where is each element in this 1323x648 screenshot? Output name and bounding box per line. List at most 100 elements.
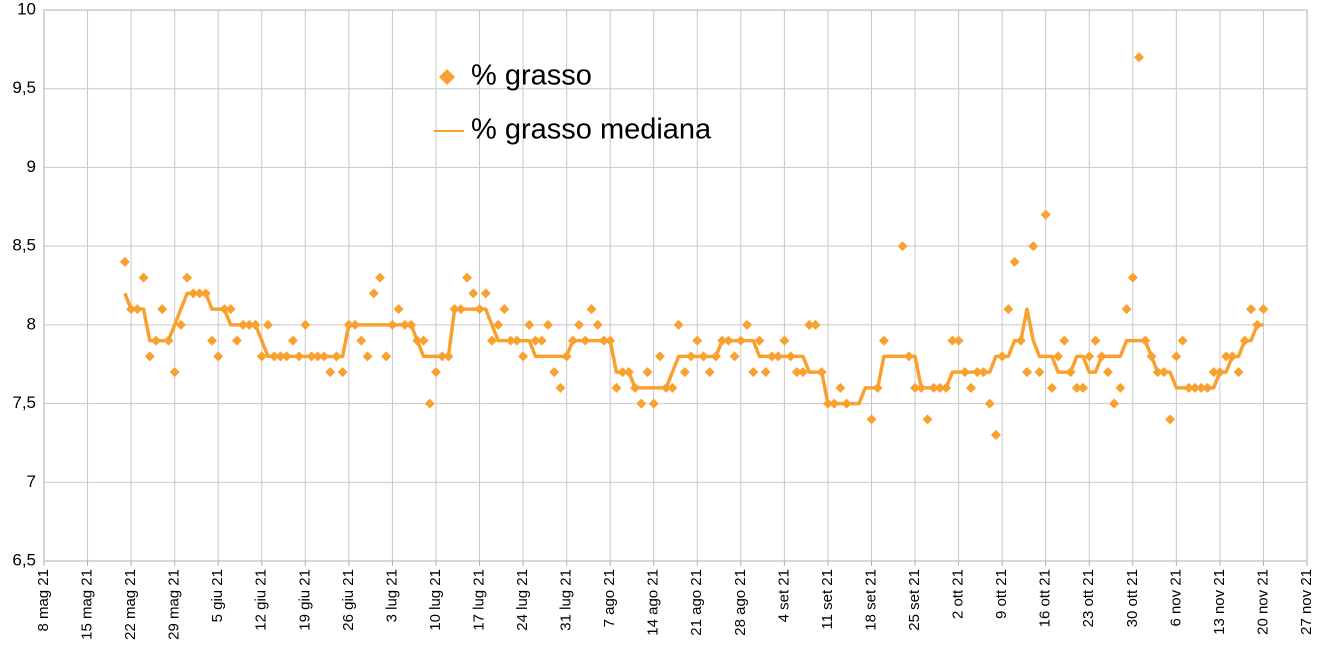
data-point bbox=[474, 304, 485, 315]
data-point bbox=[175, 319, 186, 330]
data-point bbox=[169, 367, 180, 378]
data-point bbox=[1015, 335, 1026, 346]
data-point bbox=[455, 304, 466, 315]
data-point bbox=[592, 319, 603, 330]
data-point bbox=[810, 319, 821, 330]
data-point bbox=[804, 319, 815, 330]
data-point bbox=[182, 272, 193, 283]
data-point bbox=[381, 351, 392, 362]
data-point bbox=[959, 367, 970, 378]
data-point bbox=[1090, 335, 1101, 346]
data-point bbox=[1065, 367, 1076, 378]
x-tick-label: 26 giu 21 bbox=[340, 569, 357, 631]
y-tick-label: 7 bbox=[27, 472, 36, 491]
data-point bbox=[393, 304, 404, 315]
x-tick-label: 13 nov 21 bbox=[1211, 569, 1228, 635]
data-point bbox=[157, 304, 168, 315]
x-tick-label: 29 mag 21 bbox=[166, 569, 183, 640]
data-point bbox=[1233, 367, 1244, 378]
data-point bbox=[443, 351, 454, 362]
x-tick-label: 11 set 21 bbox=[819, 569, 836, 630]
median-line bbox=[123, 291, 1264, 406]
data-point bbox=[760, 367, 771, 378]
plot-border bbox=[43, 9, 1308, 562]
data-point bbox=[406, 319, 417, 330]
data-point bbox=[1165, 414, 1176, 425]
data-point bbox=[542, 319, 553, 330]
data-point bbox=[518, 351, 529, 362]
data-point bbox=[337, 367, 348, 378]
data-point bbox=[269, 351, 280, 362]
data-point bbox=[623, 367, 634, 378]
data-point bbox=[150, 335, 161, 346]
data-point bbox=[424, 398, 435, 409]
data-point bbox=[1252, 319, 1263, 330]
data-point bbox=[990, 430, 1001, 441]
data-point bbox=[437, 351, 448, 362]
x-tick-label: 16 ott 21 bbox=[1037, 569, 1054, 627]
data-point bbox=[412, 335, 423, 346]
x-tick-label: 2 ott 21 bbox=[950, 569, 967, 619]
data-point bbox=[916, 382, 927, 393]
data-point bbox=[872, 382, 883, 393]
data-point bbox=[231, 335, 242, 346]
x-tick-label: 15 mag 21 bbox=[79, 569, 96, 640]
data-point bbox=[549, 367, 560, 378]
data-point bbox=[773, 351, 784, 362]
data-point bbox=[1022, 367, 1033, 378]
x-tick-label: 14 ago 21 bbox=[645, 569, 662, 636]
data-point bbox=[1053, 351, 1064, 362]
data-point bbox=[362, 351, 373, 362]
data-point bbox=[480, 288, 491, 299]
data-point bbox=[586, 304, 597, 315]
data-point bbox=[910, 382, 921, 393]
data-point bbox=[1009, 256, 1020, 267]
x-tick-label: 24 lug 21 bbox=[514, 569, 531, 631]
data-point bbox=[238, 319, 249, 330]
data-point bbox=[574, 319, 585, 330]
data-point bbox=[356, 335, 367, 346]
data-point bbox=[119, 256, 130, 267]
data-point bbox=[1028, 241, 1039, 252]
data-point bbox=[1046, 382, 1057, 393]
x-tick-label: 17 lug 21 bbox=[470, 569, 487, 631]
data-point bbox=[1146, 351, 1157, 362]
data-point bbox=[350, 319, 361, 330]
x-tick-label: 20 nov 21 bbox=[1254, 569, 1271, 635]
x-tick-label: 12 giu 21 bbox=[253, 569, 270, 631]
x-tick-label: 28 ago 21 bbox=[732, 569, 749, 636]
data-point bbox=[686, 351, 697, 362]
data-point bbox=[1171, 351, 1182, 362]
data-point bbox=[710, 351, 721, 362]
data-point bbox=[941, 382, 952, 393]
data-point bbox=[524, 319, 535, 330]
x-tick-label: 9 ott 21 bbox=[993, 569, 1010, 619]
x-tick-label: 8 mag 21 bbox=[35, 569, 52, 632]
data-point bbox=[947, 335, 958, 346]
data-point bbox=[493, 319, 504, 330]
data-point bbox=[561, 351, 572, 362]
data-point bbox=[822, 398, 833, 409]
x-tick-label: 22 mag 21 bbox=[122, 569, 139, 640]
data-point bbox=[555, 382, 566, 393]
data-point bbox=[835, 382, 846, 393]
data-point bbox=[1202, 382, 1213, 393]
data-point bbox=[1183, 382, 1194, 393]
data-point bbox=[704, 367, 715, 378]
data-point bbox=[200, 288, 211, 299]
data-point bbox=[785, 351, 796, 362]
x-tick-label: 3 lug 21 bbox=[383, 569, 400, 622]
data-point bbox=[878, 335, 889, 346]
data-point bbox=[903, 351, 914, 362]
data-point bbox=[1071, 382, 1082, 393]
data-point bbox=[1034, 367, 1045, 378]
legend-label: % grasso mediana bbox=[471, 114, 712, 146]
data-point bbox=[300, 319, 311, 330]
data-point bbox=[312, 351, 323, 362]
data-point bbox=[1115, 382, 1126, 393]
data-point bbox=[1239, 335, 1250, 346]
x-tick-label: 23 ott 21 bbox=[1080, 569, 1097, 627]
data-point bbox=[399, 319, 410, 330]
x-tick-label: 4 set 21 bbox=[775, 569, 792, 622]
data-point bbox=[206, 335, 217, 346]
